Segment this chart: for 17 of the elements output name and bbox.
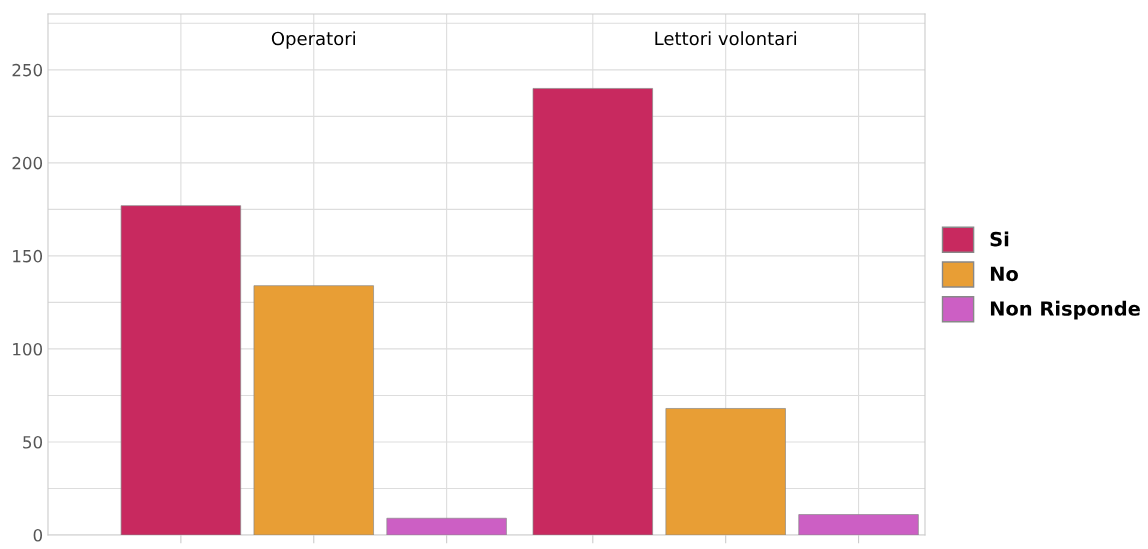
bar <box>120 205 242 535</box>
legend-label: Non Risponde <box>990 300 1140 320</box>
bar <box>253 285 374 535</box>
legend-label: Si <box>990 231 1009 247</box>
y-tick-label: 100 <box>13 342 43 356</box>
bar <box>798 514 919 535</box>
bar <box>386 517 507 535</box>
x-tick-label: Lettori volontari <box>655 31 797 46</box>
bar <box>532 88 653 535</box>
y-tick-label: 200 <box>12 156 43 170</box>
y-tick-label: 0 <box>33 528 43 542</box>
legend-label: No <box>990 266 1018 282</box>
bar <box>665 408 786 535</box>
y-tick-label: 150 <box>13 249 43 263</box>
x-tick-label: Operatori <box>271 31 355 49</box>
y-tick-label: 50 <box>23 435 43 449</box>
y-tick-label: 250 <box>12 63 43 77</box>
